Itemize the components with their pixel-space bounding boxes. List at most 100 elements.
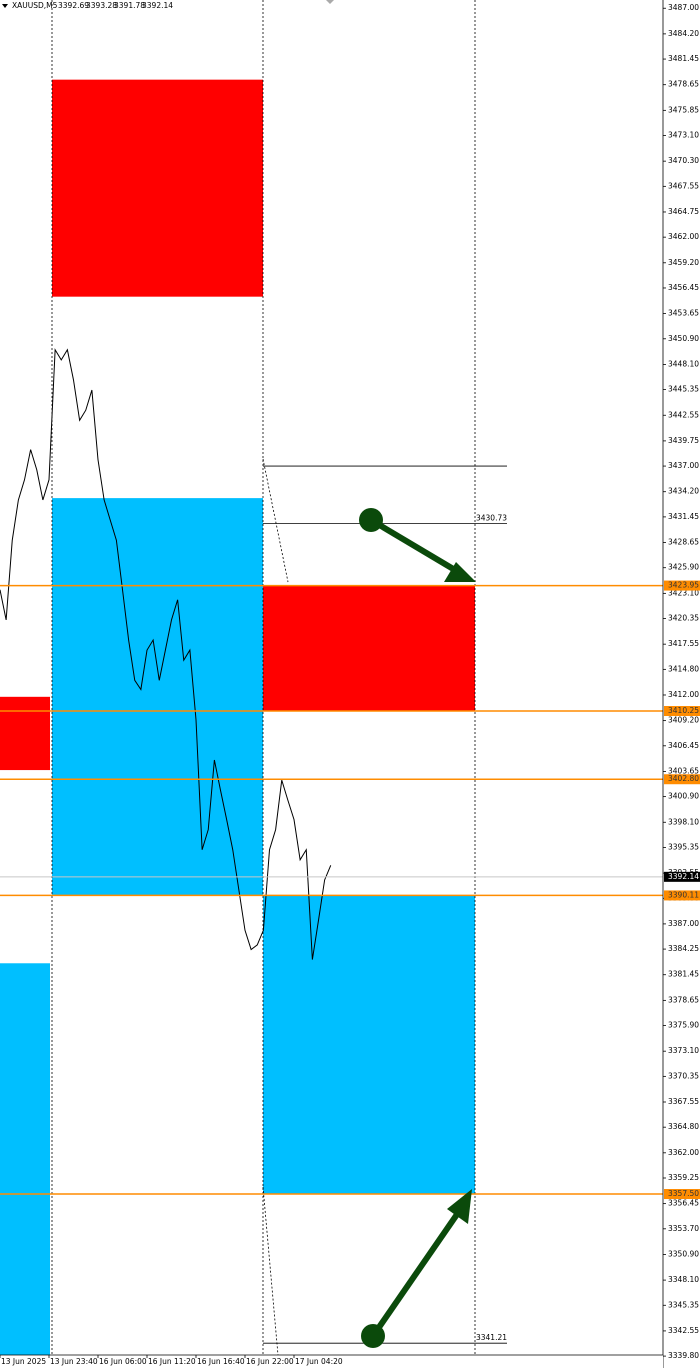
time-axis [0, 1355, 663, 1368]
level-label: 3341.21 [476, 1333, 507, 1342]
arrow-tail [361, 1324, 385, 1348]
y-tick-label: 3445.35 [668, 385, 699, 394]
current-price-label: 3392.14 [668, 872, 699, 881]
y-tick-label: 3353.70 [668, 1224, 699, 1233]
y-tick-label: 3373.10 [668, 1046, 699, 1055]
x-tick-label: 13 Jun 23:40 [50, 1357, 98, 1366]
zone [0, 963, 50, 1364]
y-tick-label: 3431.45 [668, 512, 699, 521]
y-tick-label: 3412.00 [668, 690, 699, 699]
y-tick-label: 3348.10 [668, 1275, 699, 1284]
ohlc-value: 3391.78 [114, 1, 145, 10]
y-tick-label: 3364.80 [668, 1122, 699, 1131]
fib-diagonal [262, 458, 289, 583]
y-tick-label: 3464.75 [668, 207, 699, 216]
zone [263, 585, 475, 712]
zones [0, 79, 475, 1364]
scroll-marker [326, 0, 334, 4]
zone [0, 696, 50, 771]
plot-layer: 3430.73 3341.21 [0, 348, 663, 1344]
y-tick-label: 3484.20 [668, 29, 699, 38]
x-tick-label: 16 Jun 16:40 [197, 1357, 245, 1366]
x-tick-label: 16 Jun 22:00 [246, 1357, 294, 1366]
ohlc-value: 3393.28 [86, 1, 117, 10]
y-tick-label: 3467.55 [668, 181, 699, 190]
y-tick-label: 3367.55 [668, 1097, 699, 1106]
y-tick-label: 3481.45 [668, 54, 699, 63]
y-tick-label: 3456.45 [668, 283, 699, 292]
price-axis [663, 0, 700, 1368]
menu-icon [2, 4, 8, 8]
y-tick-label: 3339.80 [668, 1351, 699, 1360]
y-tick-label: 3425.90 [668, 563, 699, 572]
zone [52, 79, 263, 297]
y-tick-label: 3459.20 [668, 258, 699, 267]
y-tick-label: 3350.90 [668, 1249, 699, 1258]
level-label: 3430.73 [476, 513, 507, 522]
y-tick-label: 3387.00 [668, 919, 699, 928]
price-tag-label: 3402.80 [668, 774, 699, 783]
y-tick-label: 3400.90 [668, 792, 699, 801]
ohlc-value: 3392.14 [142, 1, 173, 10]
y-tick-label: 3434.20 [668, 487, 699, 496]
y-tick-label: 3417.55 [668, 639, 699, 648]
price-tag [664, 706, 700, 717]
x-tick-label: 17 Jun 04:20 [295, 1357, 343, 1366]
arrow-tail [359, 508, 383, 532]
y-tick-label: 3437.00 [668, 461, 699, 470]
y-tick-label: 3414.80 [668, 664, 699, 673]
price-tag [664, 580, 700, 591]
price-line [0, 348, 332, 960]
y-tick-label: 3370.35 [668, 1071, 699, 1080]
y-tick-label: 3423.10 [668, 588, 699, 597]
y-tick-label: 3378.65 [668, 995, 699, 1004]
x-tick-label: 16 Jun 06:00 [99, 1357, 147, 1366]
y-tick-label: 3428.65 [668, 538, 699, 547]
fib-diagonal [262, 1186, 279, 1356]
y-tick-label: 3395.35 [668, 842, 699, 851]
separators [51, 0, 476, 1356]
x-tick-label: 16 Jun 11:20 [148, 1357, 196, 1366]
y-tick-label: 3453.65 [668, 309, 699, 318]
y-tick-label: 3342.55 [668, 1326, 699, 1335]
y-tick-label: 3398.10 [668, 817, 699, 826]
y-tick-label: 3442.55 [668, 410, 699, 419]
y-tick-label: 3345.35 [668, 1300, 699, 1309]
axis-layer: 3487.00 3484.20 3481.45 3478.65 3475.85 3473.… [0, 3, 700, 1366]
y-tick-label: 3375.90 [668, 1021, 699, 1030]
zone [52, 498, 263, 896]
arrow-head [444, 562, 476, 582]
arrow-shaft [369, 517, 457, 573]
y-tick-label: 3381.45 [668, 970, 699, 979]
y-tick-label: 3487.00 [668, 3, 699, 12]
price-tag [664, 1189, 700, 1200]
y-tick-label: 3473.10 [668, 131, 699, 140]
price-tag-label: 3410.25 [668, 706, 699, 715]
price-tag-label: 3357.50 [668, 1189, 699, 1198]
current-price-tag [664, 871, 700, 882]
arrow-shaft [370, 1208, 463, 1338]
price-tag-label: 3423.95 [668, 581, 699, 590]
y-tick-label: 3478.65 [668, 80, 699, 89]
y-tick-label: 3462.00 [668, 232, 699, 241]
arrows [359, 508, 476, 1348]
y-tick-label: 3356.45 [668, 1199, 699, 1208]
y-tick-label: 3475.85 [668, 105, 699, 114]
y-tick-label: 3470.30 [668, 156, 699, 165]
chart-title: XAUUSD,M5 [12, 1, 58, 10]
y-tick-label: 3384.25 [668, 944, 699, 953]
price-tag [664, 774, 700, 785]
y-tick-label: 3359.25 [668, 1173, 699, 1182]
arrow-head [447, 1189, 472, 1224]
y-tick-label: 3409.20 [668, 716, 699, 725]
x-tick-label: 13 Jun 2025 [1, 1357, 46, 1366]
y-tick-label: 3448.10 [668, 359, 699, 368]
y-tick-label: 3362.00 [668, 1148, 699, 1157]
y-tick-label: 3406.45 [668, 741, 699, 750]
zone [263, 895, 475, 1195]
y-tick-label: 3439.75 [668, 436, 699, 445]
y-tick-label: 3403.65 [668, 766, 699, 775]
ohlc-value: 3392.69 [58, 1, 89, 10]
